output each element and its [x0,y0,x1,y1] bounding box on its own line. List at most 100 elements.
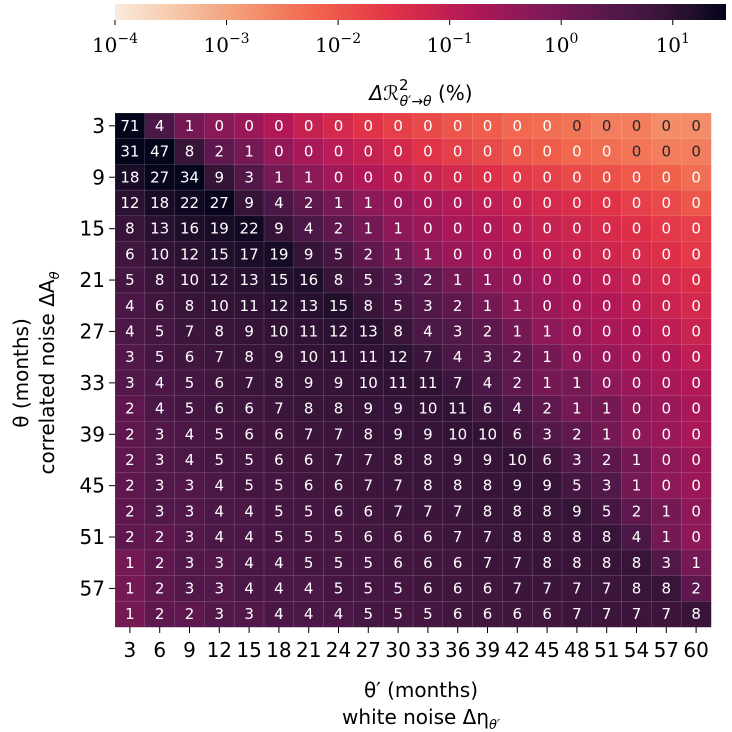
heatmap-cell [621,446,652,474]
heatmap-cell-label: 9 [304,374,314,392]
heatmap-cell-label: 15 [269,271,288,289]
heatmap-cell [531,266,563,294]
heatmap-cell-label: 8 [423,451,433,469]
heatmap-cell-label: 3 [542,425,552,443]
heatmap-cell [561,446,593,474]
colorbar-tick-label: 10−3 [204,31,250,57]
heatmap-cell [442,138,474,165]
heatmap-cell [531,549,563,577]
heatmap-cell-label: 8 [483,502,493,520]
heatmap-cell-label: 0 [453,168,463,186]
heatmap-cell-label: 3 [244,168,254,186]
heatmap-cell [412,266,444,294]
heatmap-cell-label: 0 [393,143,403,161]
heatmap-cell [144,446,176,474]
heatmap-cell-label: 0 [513,245,523,263]
heatmap-cell-label: 8 [662,579,672,597]
heatmap-cell-label: 0 [691,502,701,520]
heatmap-cell [293,266,325,294]
heatmap-cell [114,215,146,243]
x-tick-label: 42 [505,638,530,662]
heatmap-cell-label: 4 [274,605,284,623]
heatmap-cell-label: 0 [453,245,463,263]
heatmap-cell-label: 5 [304,528,314,546]
heatmap-cell [412,369,444,397]
heatmap-cell-label: 1 [125,605,135,623]
x-tick-label: 45 [534,638,559,662]
heatmap-cell-label: 18 [120,168,139,186]
heatmap-cell [144,523,176,551]
heatmap-cell-label: 0 [513,220,523,238]
heatmap-cell-label: 5 [185,374,195,392]
heatmap-cell [353,472,384,500]
heatmap-cell-label: 5 [215,425,225,443]
heatmap-cell [293,138,325,165]
heatmap-cell [591,344,623,371]
heatmap-cell [531,138,563,165]
heatmap-cell [263,369,295,397]
heatmap-cell-label: 0 [602,348,612,366]
heatmap-cell-label: 0 [513,194,523,212]
heatmap-cell [621,112,652,140]
heatmap-cell-label: 5 [364,271,374,289]
heatmap-cell-label: 11 [359,348,378,366]
heatmap-cell [263,241,295,268]
heatmap-cell [561,138,593,165]
heatmap-cell [502,549,533,577]
heatmap-cell-label: 13 [240,271,259,289]
heatmap-cell [591,601,623,628]
heatmap-cell [651,215,682,243]
heatmap-cell-label: 1 [542,322,552,340]
heatmap-cell [680,498,712,525]
heatmap-cell-label: 0 [691,117,701,135]
x-tick-label: 48 [564,638,589,662]
heatmap-cell-label: 0 [602,168,612,186]
heatmap-cell-label: 0 [572,194,582,212]
heatmap-cell [621,318,652,345]
heatmap-cell-label: 5 [125,271,135,289]
heatmap-cell-label: 2 [513,374,523,392]
heatmap-cell-label: 1 [691,554,701,572]
heatmap-cell-label: 6 [453,605,463,623]
heatmap-cell-label: 7 [453,528,463,546]
heatmap-cell [382,523,414,551]
heatmap-cell-label: 0 [542,143,552,161]
heatmap-cell-label: 10 [508,451,527,469]
x-tick-label: 3 [124,638,137,662]
heatmap-cell [412,575,444,602]
heatmap-cell [531,241,563,268]
heatmap-cell-label: 47 [150,143,169,161]
heatmap-cell [621,575,652,602]
heatmap-cell-label: 5 [364,579,374,597]
heatmap-cell [412,138,444,165]
heatmap-cell-label: 8 [572,528,582,546]
heatmap-cells: 71 4 1 0 0 0 0 0 0 0 0 0 0 0 0 0 0 0 0 031 47 8 2 1 0 0 0 0 0 0 0 0 0 0 0 0… [114,112,712,628]
heatmap-cell-label: 6 [215,400,225,418]
colorbar-ticks: 10−4 10−3 10−2 10−1 100 101 [92,20,690,57]
heatmap-cell-label: 4 [423,322,433,340]
heatmap-cell-label: 10 [210,297,229,315]
heatmap-cell-label: 0 [662,194,672,212]
heatmap-cell [263,549,295,577]
heatmap-cell [442,344,474,371]
heatmap-cell-label: 16 [299,271,318,289]
heatmap-cell [442,472,474,500]
heatmap-cell-label: 11 [448,400,467,418]
heatmap-cell-label: 1 [662,528,672,546]
heatmap-cell-label: 3 [602,477,612,495]
heatmap-cell [174,292,205,320]
heatmap-cell-label: 17 [240,245,259,263]
heatmap-cell-label: 0 [453,117,463,135]
heatmap-cell [561,189,593,217]
heatmap-cell [114,318,146,345]
heatmap-cell [531,318,563,345]
heatmap-cell [680,601,712,628]
colorbar-gradient [115,4,726,20]
heatmap-cell [680,138,712,165]
heatmap-cell-label: 31 [120,143,139,161]
heatmap-cell [174,189,205,217]
heatmap-cell-label: 0 [572,348,582,366]
heatmap-cell [263,189,295,217]
heatmap-cell-label: 5 [304,554,314,572]
heatmap-cell [233,446,265,474]
